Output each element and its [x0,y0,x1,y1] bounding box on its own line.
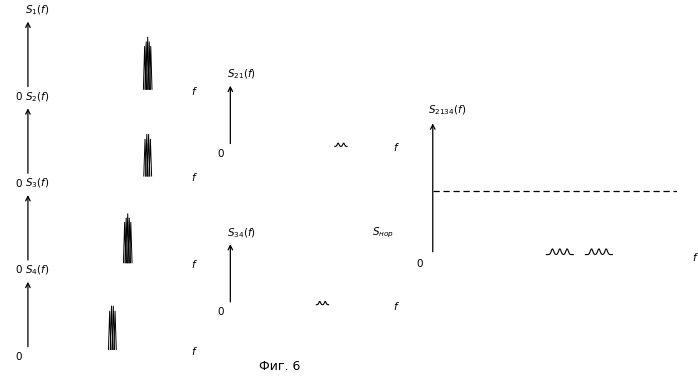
Text: 0: 0 [218,149,224,159]
Text: 0: 0 [15,352,22,362]
Text: 0: 0 [417,259,423,269]
Text: $f$: $f$ [191,258,198,270]
Text: $S_{34}(f)$: $S_{34}(f)$ [228,226,256,240]
Text: $f$: $f$ [692,251,698,263]
Text: $S_3(f)$: $S_3(f)$ [25,177,49,190]
Text: Фиг. 6: Фиг. 6 [258,360,300,373]
Text: $f$: $f$ [393,300,400,312]
Text: $f$: $f$ [191,171,198,183]
Text: 0: 0 [15,92,22,102]
Text: $S_{21}(f)$: $S_{21}(f)$ [228,68,256,81]
Text: $S_1(f)$: $S_1(f)$ [25,3,49,17]
Text: 0: 0 [218,307,224,317]
Text: 0: 0 [15,265,22,275]
Text: $S_4(f)$: $S_4(f)$ [25,264,49,277]
Text: $S_{нор}$: $S_{нор}$ [371,225,394,240]
Text: $S_2(f)$: $S_2(f)$ [25,90,49,104]
Text: $f$: $f$ [191,345,198,357]
Text: $S_{2134}(f)$: $S_{2134}(f)$ [428,104,466,117]
Text: $f$: $f$ [393,141,400,153]
Text: $f$: $f$ [191,84,198,97]
Text: 0: 0 [15,178,22,188]
